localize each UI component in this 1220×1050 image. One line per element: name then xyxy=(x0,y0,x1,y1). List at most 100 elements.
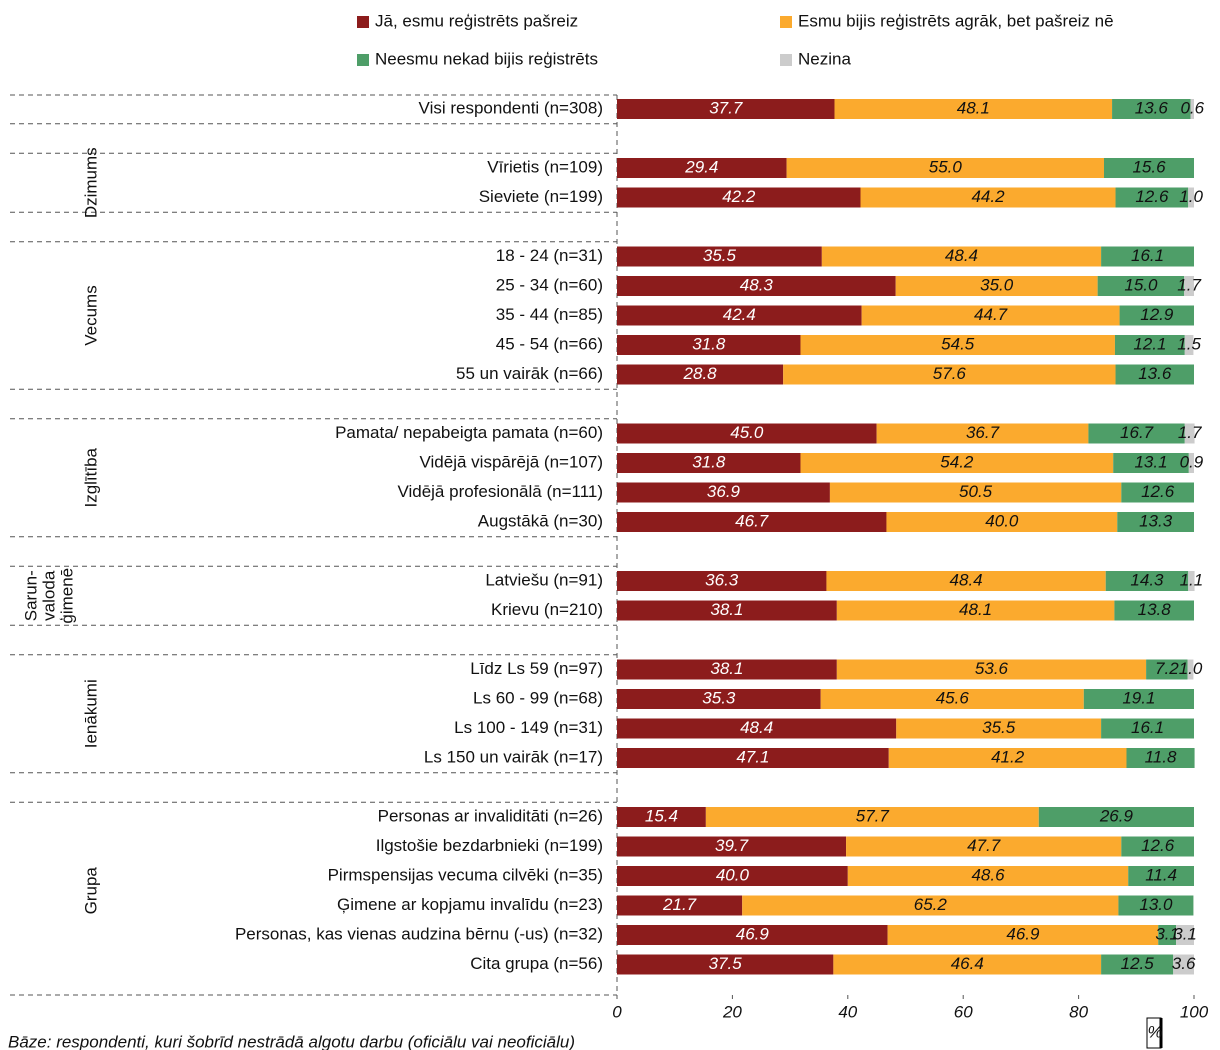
bar-segment xyxy=(847,866,1129,886)
bar-segment xyxy=(1184,276,1194,296)
bar-segment xyxy=(1115,364,1194,385)
bar-segment xyxy=(1173,954,1194,975)
value-label: 12.1 xyxy=(1133,334,1166,353)
value-label: 46.9 xyxy=(736,924,770,943)
value-label: 16.1 xyxy=(1131,718,1164,737)
bar-segment xyxy=(1097,276,1185,296)
bar-segment xyxy=(1146,659,1188,680)
category-label: Krievu (n=210) xyxy=(491,600,603,619)
bar-segment xyxy=(820,689,1084,709)
value-label: 16.7 xyxy=(1120,423,1154,442)
value-label: 53.6 xyxy=(975,659,1009,678)
category-label: Ilgstošie bezdarbnieki (n=199) xyxy=(376,836,603,855)
bar-segment xyxy=(617,954,834,975)
category-label: 18 - 24 (n=31) xyxy=(496,246,603,265)
value-label: 13.6 xyxy=(1135,98,1169,117)
category-label: 45 - 54 (n=66) xyxy=(496,334,603,353)
bar-segment xyxy=(786,158,1104,178)
value-label: 12.5 xyxy=(1121,954,1155,973)
bar-segment xyxy=(860,187,1116,208)
bar-segment xyxy=(783,364,1116,385)
bar-segment xyxy=(1101,954,1174,975)
group-label: valoda xyxy=(39,570,58,621)
bar-segment xyxy=(617,925,888,945)
value-label: 48.4 xyxy=(945,246,978,265)
value-label: 35.5 xyxy=(703,246,737,265)
bar-segment xyxy=(800,335,1115,355)
bar-segment xyxy=(829,482,1122,503)
value-label: 40.0 xyxy=(716,865,750,884)
value-label: 16.1 xyxy=(1131,246,1164,265)
value-label: 13.6 xyxy=(1138,364,1172,383)
value-label: 46.9 xyxy=(1006,924,1040,943)
bar-segment xyxy=(617,748,889,768)
bar-segment xyxy=(1112,99,1191,119)
bar-segment xyxy=(861,305,1120,326)
legend-label: Esmu bijis reģistrēts agrāk, bet pašreiz… xyxy=(798,11,1114,30)
bar-segment xyxy=(833,954,1102,975)
group-label: Sarun- xyxy=(21,570,40,621)
value-label: 48.4 xyxy=(740,718,773,737)
value-label: 12.6 xyxy=(1141,482,1175,501)
bar-segment xyxy=(1038,807,1194,827)
bar-segment xyxy=(1188,187,1194,208)
value-label: 38.1 xyxy=(710,600,743,619)
x-unit: % xyxy=(1147,1022,1162,1041)
category-label: Personas ar invaliditāti (n=26) xyxy=(378,806,603,825)
value-label: 26.9 xyxy=(1099,806,1134,825)
value-label: 21.7 xyxy=(662,895,697,914)
bar-segment xyxy=(1101,718,1194,739)
category-label: 55 un vairāk (n=66) xyxy=(456,364,603,383)
bar-segment xyxy=(895,276,1098,296)
value-label: 42.4 xyxy=(723,305,756,324)
value-label: 48.1 xyxy=(959,600,992,619)
value-label: 35.5 xyxy=(982,718,1016,737)
legend-swatch xyxy=(780,54,792,66)
value-label: 44.2 xyxy=(971,187,1005,206)
value-label: 41.2 xyxy=(991,747,1025,766)
bar-segment xyxy=(617,689,821,709)
value-label: 54.5 xyxy=(941,334,975,353)
category-label: Pirmspensijas vecuma cilvēki (n=35) xyxy=(328,865,603,884)
value-label: 46.4 xyxy=(951,954,984,973)
value-label: 47.7 xyxy=(967,836,1001,855)
bar-segment xyxy=(617,305,862,326)
value-label: 0.9 xyxy=(1180,452,1204,471)
bar-segment xyxy=(617,895,743,916)
bar-segment xyxy=(617,187,861,208)
bar-segment xyxy=(617,600,837,621)
value-label: 0.6 xyxy=(1180,98,1204,117)
legend-swatch xyxy=(357,54,369,66)
bar-segment xyxy=(1088,423,1185,444)
value-label: 38.1 xyxy=(710,659,743,678)
bar-segment xyxy=(1158,925,1177,945)
bar-segment xyxy=(1119,305,1194,326)
value-label: 37.7 xyxy=(709,98,743,117)
value-label: 57.7 xyxy=(856,806,890,825)
value-label: 47.1 xyxy=(736,747,769,766)
bar-segment xyxy=(617,512,887,532)
value-label: 46.7 xyxy=(735,511,769,530)
bar-segment xyxy=(617,246,822,267)
category-label: Visi respondenti (n=308) xyxy=(419,98,603,117)
bar-segment xyxy=(826,571,1106,591)
bar-segment xyxy=(1121,836,1194,857)
category-label: Vidējā vispārējā (n=107) xyxy=(420,452,604,471)
footnote: Bāze: respondenti, kuri šobrīd nestrādā … xyxy=(8,1032,575,1050)
bar-segment xyxy=(1187,659,1194,680)
value-label: 1.5 xyxy=(1177,334,1201,353)
bar-segment xyxy=(617,453,801,473)
value-label: 37.5 xyxy=(709,954,743,973)
value-label: 54.2 xyxy=(940,452,974,471)
category-label: Vidējā profesionālā (n=111) xyxy=(397,482,603,501)
bar-segment xyxy=(617,423,877,444)
value-label: 36.9 xyxy=(707,482,741,501)
value-label: 3.6 xyxy=(1172,954,1196,973)
bar-segment xyxy=(1117,512,1194,532)
bar-segment xyxy=(886,512,1118,532)
value-label: 13.1 xyxy=(1134,452,1167,471)
value-label: 44.7 xyxy=(974,305,1008,324)
legend-label: Jā, esmu reģistrēts pašreiz xyxy=(375,11,578,30)
category-label: Līdz Ls 59 (n=97) xyxy=(470,659,603,678)
legend-label: Nezina xyxy=(798,49,851,68)
